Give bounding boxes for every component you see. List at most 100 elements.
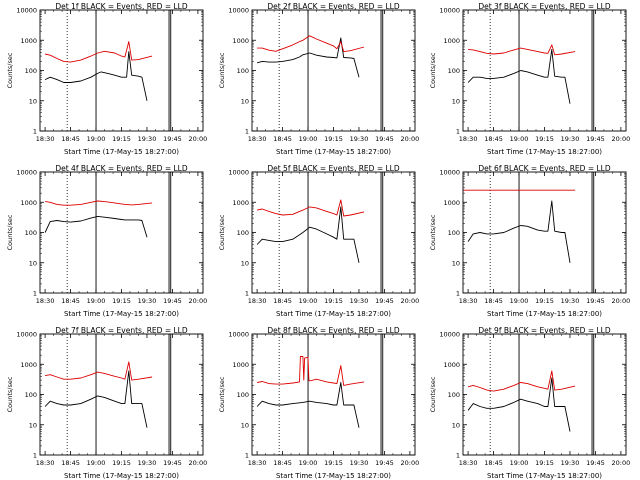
y-tick-label: 10: [241, 97, 249, 105]
y-tick-label: 1: [245, 290, 249, 298]
x-tick-label: 19:30: [350, 459, 369, 467]
x-tick-label: 19:15: [112, 297, 131, 305]
y-tick-label: 10000: [228, 331, 249, 339]
series-events-line: [467, 200, 571, 263]
x-tick-label: 19:45: [375, 459, 394, 467]
y-tick-label: 1: [456, 452, 460, 460]
series-events-line: [44, 51, 148, 101]
x-tick-label: 18:30: [248, 459, 267, 467]
plot-frame: [462, 171, 627, 294]
series-lld-line: [467, 370, 576, 392]
x-tick-label: 19:15: [535, 297, 554, 305]
y-tick-label: 1000: [443, 199, 460, 207]
y-tick-label: 10000: [228, 7, 249, 15]
x-tick-label: 19:15: [535, 459, 554, 467]
x-axis-label: Start Time (17-May-15 18:27:00): [276, 148, 391, 156]
y-axis-label: Counts/sec: [429, 214, 437, 250]
panel-title: Det 7f BLACK = Events, RED = LLD: [55, 326, 188, 335]
y-tick-label: 10000: [228, 169, 249, 177]
plot-area: [44, 10, 172, 131]
x-tick-label: 18:30: [36, 459, 55, 467]
x-tick-label: 19:45: [163, 459, 182, 467]
panel-title: Det 2f BLACK = Events, RED = LLD: [267, 2, 400, 11]
y-tick-label: 1000: [443, 37, 460, 45]
series-events-line: [256, 206, 360, 263]
y-tick-label: 10: [29, 259, 37, 267]
y-tick-label: 1000: [20, 361, 37, 369]
x-tick-label: 19:45: [375, 297, 394, 305]
x-tick-label: 20:00: [401, 459, 420, 467]
x-tick-label: 19:30: [350, 297, 369, 305]
plot-area: [256, 334, 384, 455]
x-tick-label: 18:45: [273, 459, 292, 467]
y-tick-label: 1000: [20, 199, 37, 207]
plot-area: [467, 334, 595, 455]
plot-frame: [39, 171, 204, 294]
y-tick-label: 10000: [439, 331, 460, 339]
x-axis-label: Start Time (17-May-15 18:27:00): [276, 472, 391, 480]
plot-area: [44, 172, 172, 293]
plot-area: [256, 10, 384, 131]
x-tick-label: 19:00: [299, 459, 318, 467]
y-axis-label: Counts/sec: [218, 214, 226, 250]
panel-title: Det 6f BLACK = Events, RED = LLD: [478, 164, 611, 173]
y-tick-label: 10: [452, 259, 460, 267]
y-tick-label: 10000: [439, 169, 460, 177]
y-axis-label: Counts/sec: [6, 52, 14, 88]
x-tick-label: 19:30: [561, 297, 580, 305]
y-axis-label: Counts/sec: [218, 52, 226, 88]
y-tick-label: 10000: [16, 169, 37, 177]
y-tick-label: 10: [29, 97, 37, 105]
x-tick-label: 19:15: [535, 135, 554, 143]
panel-6: Det 6f BLACK = Events, RED = LLD Counts/s…: [429, 164, 631, 318]
x-tick-label: 19:15: [324, 297, 343, 305]
x-tick-label: 19:00: [510, 135, 529, 143]
y-tick-label: 1: [456, 128, 460, 136]
x-tick-label: 18:45: [61, 459, 80, 467]
plot-frame: [251, 9, 416, 132]
y-tick-label: 10: [29, 421, 37, 429]
y-tick-label: 100: [25, 229, 37, 237]
x-tick-label: 18:30: [36, 135, 55, 143]
series-events-line: [256, 37, 360, 78]
x-tick-label: 19:00: [510, 297, 529, 305]
y-axis-label: Counts/sec: [429, 376, 437, 412]
x-tick-label: 18:45: [484, 297, 503, 305]
y-tick-label: 1: [245, 452, 249, 460]
panel-9: Det 9f BLACK = Events, RED = LLD Counts/s…: [429, 326, 630, 480]
x-tick-label: 20:00: [189, 135, 208, 143]
y-axis-label: Counts/sec: [218, 376, 226, 412]
x-tick-label: 18:30: [248, 297, 267, 305]
y-tick-label: 100: [25, 67, 37, 75]
series-lld-line: [257, 199, 365, 217]
panel-title: Det 8f BLACK = Events, RED = LLD: [267, 326, 400, 335]
x-tick-label: 19:30: [138, 135, 157, 143]
series-lld-line: [257, 356, 365, 386]
x-tick-label: 19:30: [561, 459, 580, 467]
panel-title: Det 9f BLACK = Events, RED = LLD: [478, 326, 611, 335]
y-tick-label: 10: [452, 421, 460, 429]
x-tick-label: 19:45: [375, 135, 394, 143]
y-tick-label: 100: [237, 67, 249, 75]
x-axis-label: Start Time (17-May-15 18:27:00): [64, 310, 179, 318]
panel-7: Det 7f BLACK = Events, RED = LLD Counts/s…: [6, 326, 207, 480]
x-tick-label: 20:00: [612, 135, 631, 143]
plot-frame: [462, 9, 627, 132]
y-tick-label: 1000: [232, 37, 249, 45]
y-tick-label: 100: [237, 229, 249, 237]
plot-frame: [39, 9, 204, 132]
panel-8: Det 8f BLACK = Events, RED = LLD Counts/s…: [218, 326, 420, 480]
plot-area: [463, 172, 595, 293]
panel-title: Det 5f BLACK = Events, RED = LLD: [267, 164, 400, 173]
y-axis-label: Counts/sec: [6, 376, 14, 412]
y-tick-label: 10000: [439, 7, 460, 15]
series-lld-line: [45, 361, 153, 381]
x-tick-label: 18:45: [484, 135, 503, 143]
series-events-line: [44, 370, 148, 428]
panel-1: Det 1f BLACK = Events, RED = LLD Counts/s…: [6, 2, 208, 156]
plot-frame: [462, 333, 627, 456]
y-tick-label: 1: [33, 128, 37, 136]
x-tick-label: 20:00: [612, 297, 631, 305]
x-tick-label: 19:00: [87, 297, 106, 305]
